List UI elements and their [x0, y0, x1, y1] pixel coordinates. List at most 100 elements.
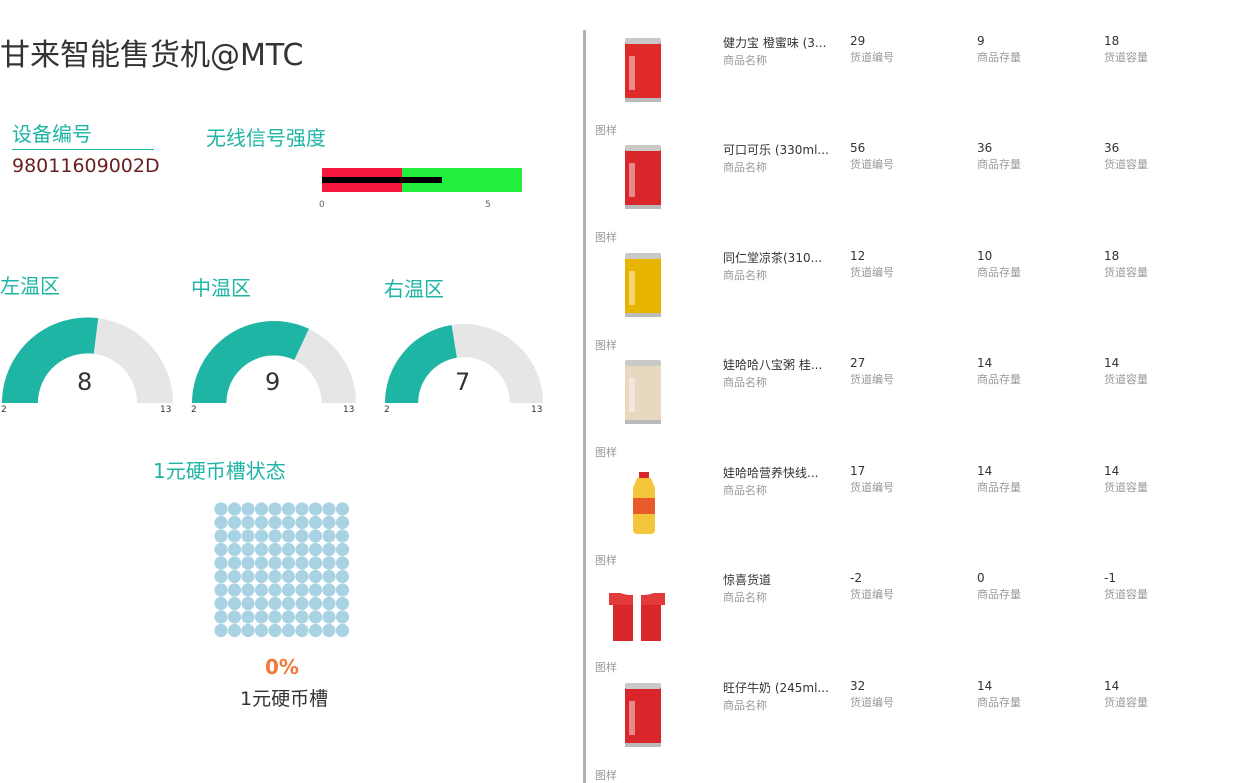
slot-number: 17: [850, 464, 866, 478]
card-divider: [583, 675, 586, 783]
product-card[interactable]: 图样 娃哈哈营养快线... 商品名称 17 货道编号 14 商品存量 14 货道…: [583, 460, 1223, 568]
capacity-caption: 货道容量: [1104, 51, 1148, 64]
slot-number-caption: 货道编号: [850, 51, 894, 64]
stock-caption: 商品存量: [977, 266, 1021, 279]
zone-middle-min: 2: [191, 405, 197, 415]
coin-dot: [281, 583, 296, 597]
coin-dot: [241, 569, 255, 584]
coin-dot: [227, 610, 242, 624]
coin-dot: [335, 610, 350, 624]
coin-dot: [335, 502, 350, 516]
stock-caption: 商品存量: [977, 158, 1021, 171]
coin-dot: [214, 529, 228, 543]
coin-dot: [254, 583, 269, 597]
coin-dot: [295, 569, 309, 584]
coin-dot: [254, 610, 269, 624]
coin-dot: [227, 569, 242, 584]
coin-dot: [335, 556, 350, 570]
slot-number-caption: 货道编号: [850, 588, 894, 601]
coin-dot: [268, 569, 282, 584]
product-card[interactable]: 图样 健力宝 橙蜜味 (3... 商品名称 29 货道编号 9 商品存量 18 …: [583, 30, 1223, 138]
card-divider: [583, 460, 586, 568]
can-icon: [595, 679, 675, 759]
coin-dot: [214, 542, 228, 557]
coin-dot: [241, 502, 255, 516]
product-card[interactable]: 图样 同仁堂凉茶(310... 商品名称 12 货道编号 10 商品存量 18 …: [583, 245, 1223, 353]
product-name: 可口可乐 (330ml...: [723, 143, 829, 157]
product-name: 娃哈哈八宝粥 桂...: [723, 358, 823, 372]
stock-count: 14: [977, 679, 993, 693]
coin-dot: [281, 569, 296, 584]
coin-dot: [241, 623, 255, 638]
coin-dot: [214, 610, 228, 624]
coin-dot: [268, 515, 282, 530]
coin-dot: [281, 502, 296, 516]
coin-dot: [254, 542, 269, 557]
coin-percent: 0%: [265, 655, 299, 679]
product-card[interactable]: 图样 可口可乐 (330ml... 商品名称 56 货道编号 36 商品存量 3…: [583, 137, 1223, 245]
coin-dot: [254, 623, 269, 638]
slot-capacity: 36: [1104, 141, 1120, 155]
capacity-caption: 货道容量: [1104, 588, 1148, 601]
page-title: 甘来智能售货机@MTC: [0, 38, 304, 73]
slot-capacity: 14: [1104, 679, 1120, 693]
stock-caption: 商品存量: [977, 588, 1021, 601]
bottle-icon: [595, 464, 675, 544]
can-icon: [595, 249, 675, 329]
card-divider: [583, 245, 586, 353]
coin-dot: [241, 610, 255, 624]
capacity-caption: 货道容量: [1104, 481, 1148, 494]
product-card[interactable]: 图样 旺仔牛奶 (245ml... 商品名称 32 货道编号 14 商品存量 1…: [583, 675, 1223, 783]
coin-dot: [281, 515, 296, 530]
zone-left-max: 13: [160, 405, 172, 415]
image-caption: 图样: [595, 124, 617, 137]
coin-dot: [308, 542, 323, 557]
coin-dot: [322, 623, 336, 638]
coin-dot: [295, 623, 309, 638]
slot-capacity: 14: [1104, 356, 1120, 370]
zone-middle-gauge: [192, 321, 356, 403]
product-name-caption: 商品名称: [723, 591, 767, 604]
coin-dot: [254, 569, 269, 584]
product-name-caption: 商品名称: [723, 699, 767, 712]
coin-dot: [335, 623, 350, 638]
signal-strength-label: 无线信号强度: [206, 126, 326, 150]
zone-middle-value: 9: [265, 368, 281, 396]
slot-number-caption: 货道编号: [850, 696, 894, 709]
coin-dot: [295, 596, 309, 611]
coin-dot: [268, 529, 282, 543]
coin-dot: [254, 515, 269, 530]
coin-dot: [241, 515, 255, 530]
zone-middle-max: 13: [343, 405, 355, 415]
coin-dot: [335, 583, 350, 597]
product-card[interactable]: 图样 娃哈哈八宝粥 桂... 商品名称 27 货道编号 14 商品存量 14 货…: [583, 352, 1223, 460]
product-card[interactable]: 图样 惊喜货道 商品名称 -2 货道编号 0 商品存量 -1 货道容量: [583, 567, 1223, 675]
coin-dot: [241, 596, 255, 611]
product-name: 惊喜货道: [723, 573, 772, 587]
coin-dot: [295, 515, 309, 530]
coin-dot: [227, 515, 242, 530]
slot-number-caption: 货道编号: [850, 266, 894, 279]
coin-dot: [322, 556, 336, 570]
can-icon: [595, 356, 675, 436]
coin-dot: [241, 529, 255, 543]
stock-count: 9: [977, 34, 985, 48]
coin-dot: [227, 623, 242, 638]
coin-dot: [322, 610, 336, 624]
slot-capacity: 14: [1104, 464, 1120, 478]
coin-dot: [322, 569, 336, 584]
coin-dot: [295, 502, 309, 516]
coin-dot: [214, 583, 228, 597]
product-name-caption: 商品名称: [723, 269, 767, 282]
slot-number: 29: [850, 34, 866, 48]
stock-count: 36: [977, 141, 993, 155]
stock-caption: 商品存量: [977, 51, 1021, 64]
zone-right-max: 13: [531, 405, 543, 415]
zone-left-min: 2: [1, 405, 7, 415]
coin-dot: [308, 529, 323, 543]
image-caption: 图样: [595, 661, 617, 674]
card-divider: [583, 137, 586, 245]
coin-dot: [227, 583, 242, 597]
coin-dot: [241, 556, 255, 570]
coin-slot-label: 1元硬币槽状态: [153, 459, 286, 483]
